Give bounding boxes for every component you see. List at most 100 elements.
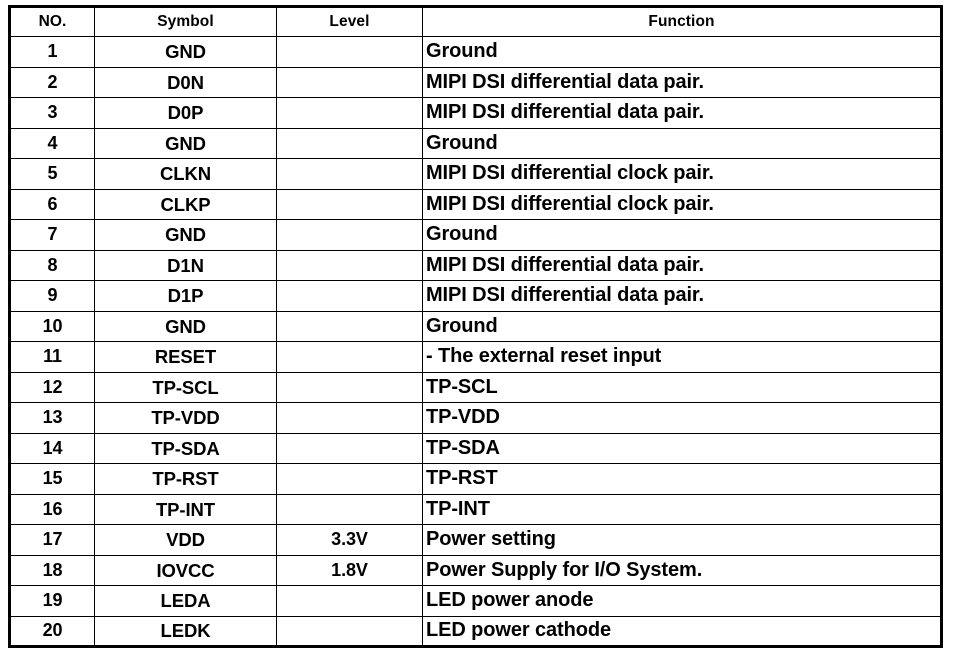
cell-no: 16 (9, 493, 95, 525)
cell-symbol: TP-SCL (94, 371, 277, 403)
cell-symbol: RESET (94, 341, 277, 373)
cell-level (276, 66, 423, 98)
cell-no: 8 (9, 249, 95, 281)
cell-function: Power setting (422, 524, 942, 556)
pin-definition-table: NO. Symbol Level Function 1 GND Ground 2 D0N… (8, 5, 943, 648)
table-row: 11 RESET - The external reset input (9, 341, 942, 373)
cell-symbol: D0P (94, 97, 277, 129)
cell-level (276, 97, 423, 129)
pin-definition-table-container: NO. Symbol Level Function 1 GND Ground 2 D0N… (8, 5, 943, 648)
cell-no: 20 (9, 615, 95, 647)
cell-function: MIPI DSI differential data pair. (422, 249, 942, 281)
column-header-no: NO. (9, 6, 95, 37)
column-header-function: Function (422, 6, 942, 37)
cell-symbol: LEDA (94, 585, 277, 617)
table-row: 3 D0P MIPI DSI differential data pair. (9, 97, 942, 129)
cell-level (276, 615, 423, 647)
cell-symbol: TP-INT (94, 493, 277, 525)
cell-function: MIPI DSI differential data pair. (422, 280, 942, 312)
cell-no: 2 (9, 66, 95, 98)
cell-function: TP-SCL (422, 371, 942, 403)
table-row: 9 D1P MIPI DSI differential data pair. (9, 280, 942, 312)
cell-no: 5 (9, 158, 95, 190)
table-row: 13 TP-VDD TP-VDD (9, 402, 942, 434)
cell-no: 9 (9, 280, 95, 312)
cell-level (276, 310, 423, 342)
table-row: 18 IOVCC 1.8V Power Supply for I/O System. (9, 554, 942, 586)
table-row: 12 TP-SCL TP-SCL (9, 371, 942, 403)
table-body: 1 GND Ground 2 D0N MIPI DSI differential data… (9, 36, 942, 647)
cell-function: MIPI DSI differential clock pair. (422, 188, 942, 220)
cell-no: 10 (9, 310, 95, 342)
table-row: 15 TP-RST TP-RST (9, 463, 942, 495)
cell-function: MIPI DSI differential clock pair. (422, 158, 942, 190)
cell-level (276, 188, 423, 220)
cell-level (276, 219, 423, 251)
cell-function: Ground (422, 127, 942, 159)
cell-level (276, 280, 423, 312)
cell-no: 18 (9, 554, 95, 586)
cell-function: Ground (422, 310, 942, 342)
column-header-symbol: Symbol (94, 6, 277, 37)
cell-function: LED power cathode (422, 615, 942, 647)
cell-function: TP-INT (422, 493, 942, 525)
cell-function: Ground (422, 219, 942, 251)
cell-symbol: D1N (94, 249, 277, 281)
cell-no: 19 (9, 585, 95, 617)
table-row: 17 VDD 3.3V Power setting (9, 524, 942, 556)
cell-level (276, 127, 423, 159)
cell-no: 3 (9, 97, 95, 129)
cell-level (276, 249, 423, 281)
cell-level (276, 402, 423, 434)
cell-symbol: TP-RST (94, 463, 277, 495)
cell-symbol: IOVCC (94, 554, 277, 586)
cell-symbol: D0N (94, 66, 277, 98)
cell-function: Ground (422, 36, 942, 68)
cell-symbol: CLKP (94, 188, 277, 220)
column-header-level: Level (276, 6, 423, 37)
cell-no: 4 (9, 127, 95, 159)
cell-function: - The external reset input (422, 341, 942, 373)
table-row: 1 GND Ground (9, 36, 942, 68)
cell-symbol: GND (94, 219, 277, 251)
cell-no: 12 (9, 371, 95, 403)
cell-no: 6 (9, 188, 95, 220)
cell-function: TP-SDA (422, 432, 942, 464)
cell-symbol: TP-SDA (94, 432, 277, 464)
cell-level: 1.8V (276, 554, 423, 586)
cell-symbol: GND (94, 36, 277, 68)
cell-symbol: LEDK (94, 615, 277, 647)
cell-level (276, 463, 423, 495)
table-row: 6 CLKP MIPI DSI differential clock pair. (9, 188, 942, 220)
cell-level (276, 493, 423, 525)
cell-level (276, 158, 423, 190)
cell-symbol: GND (94, 127, 277, 159)
table-row: 10 GND Ground (9, 310, 942, 342)
cell-symbol: CLKN (94, 158, 277, 190)
cell-level (276, 432, 423, 464)
table-row: 14 TP-SDA TP-SDA (9, 432, 942, 464)
cell-no: 15 (9, 463, 95, 495)
table-header-row: NO. Symbol Level Function (9, 6, 942, 37)
cell-function: Power Supply for I/O System. (422, 554, 942, 586)
table-row: 7 GND Ground (9, 219, 942, 251)
cell-function: TP-RST (422, 463, 942, 495)
cell-no: 14 (9, 432, 95, 464)
cell-level: 3.3V (276, 524, 423, 556)
cell-symbol: TP-VDD (94, 402, 277, 434)
cell-symbol: GND (94, 310, 277, 342)
cell-no: 13 (9, 402, 95, 434)
table-row: 5 CLKN MIPI DSI differential clock pair. (9, 158, 942, 190)
cell-no: 7 (9, 219, 95, 251)
cell-function: LED power anode (422, 585, 942, 617)
cell-level (276, 341, 423, 373)
cell-no: 1 (9, 36, 95, 68)
table-row: 4 GND Ground (9, 127, 942, 159)
table-row: 20 LEDK LED power cathode (9, 615, 942, 647)
cell-level (276, 36, 423, 68)
cell-symbol: D1P (94, 280, 277, 312)
cell-level (276, 585, 423, 617)
cell-level (276, 371, 423, 403)
cell-function: TP-VDD (422, 402, 942, 434)
cell-function: MIPI DSI differential data pair. (422, 97, 942, 129)
